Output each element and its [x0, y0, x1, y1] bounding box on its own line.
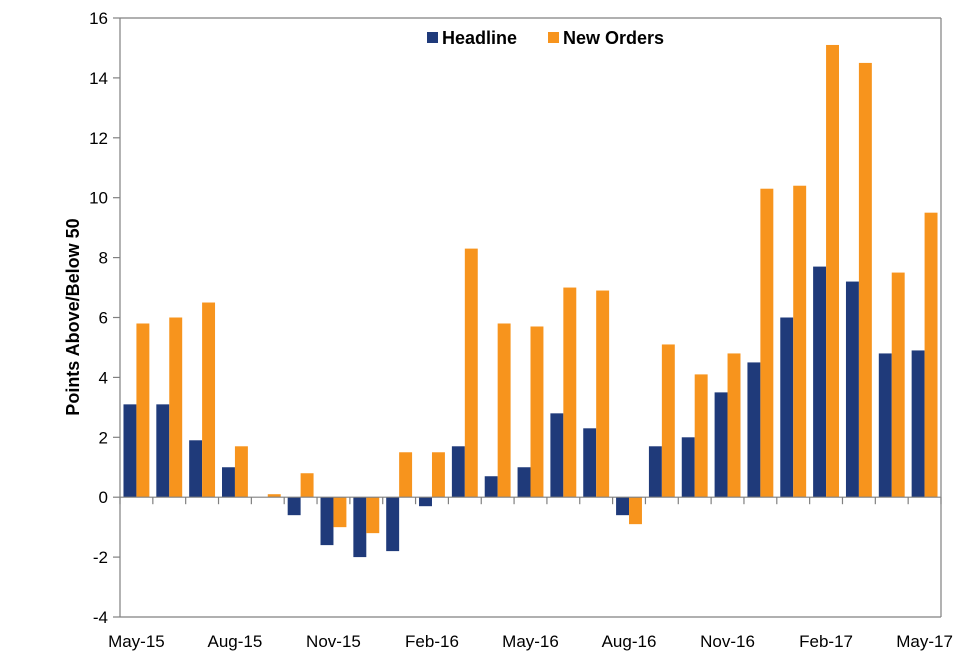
x-tick-label: Nov-15: [306, 632, 361, 651]
y-tick-label: -2: [93, 548, 108, 567]
y-tick-label: 6: [99, 309, 108, 328]
bar-headline-jun-16: [550, 413, 564, 498]
bar-new-orders-apr-17: [891, 272, 905, 498]
bar-new-orders-jul-16: [596, 290, 610, 498]
bar-headline-jan-17: [780, 317, 794, 498]
x-tick-label: May-15: [108, 632, 165, 651]
legend-label: New Orders: [563, 28, 664, 48]
bar-new-orders-sep-16: [661, 344, 675, 498]
x-tick-label: Aug-16: [602, 632, 657, 651]
x-ticks-group: May-15 Aug-15 Nov-15 Feb-16 May-16 Aug-16 Nov-…: [108, 632, 953, 651]
bar-headline-jan-16: [386, 497, 400, 552]
y-tick-label: 14: [89, 69, 108, 88]
y-tick-label: 0: [99, 488, 108, 507]
bar-new-orders-nov-16: [727, 353, 741, 498]
bar-headline-oct-16: [681, 437, 695, 498]
bar-headline-feb-16: [419, 497, 432, 507]
bar-new-orders-mar-17: [858, 62, 872, 498]
bar-headline-jul-16: [583, 428, 597, 498]
y-tick-label: 16: [89, 9, 108, 28]
y-tick-label: 12: [89, 129, 108, 148]
axes-group: [119, 17, 942, 618]
y-axis-label: Points Above/Below 50: [63, 218, 83, 415]
bar-headline-apr-16: [484, 476, 498, 498]
bar-new-orders-may-15: [136, 323, 150, 498]
bar-new-orders-mar-16: [464, 248, 478, 498]
bar-headline-jul-15: [189, 440, 203, 498]
legend-label: Headline: [442, 28, 517, 48]
bar-new-orders-jul-15: [202, 302, 216, 498]
bar-new-orders-jun-16: [563, 287, 577, 498]
bar-headline-oct-15: [287, 497, 301, 516]
bar-headline-aug-15: [222, 467, 235, 498]
bar-new-orders-may-16: [530, 326, 544, 498]
bar-headline-nov-15: [320, 497, 334, 546]
bar-new-orders-may-17: [924, 212, 938, 498]
bars-group: [123, 44, 938, 558]
y-tick-label: 2: [99, 428, 108, 447]
bar-headline-mar-17: [845, 281, 859, 498]
y-tick-label: 8: [99, 249, 108, 268]
bar-new-orders-jan-17: [793, 185, 807, 498]
bar-headline-jun-15: [156, 404, 170, 498]
bar-new-orders-oct-15: [300, 473, 314, 498]
legend: Headline New Orders: [427, 28, 664, 48]
bar-new-orders-nov-15: [333, 497, 347, 528]
bar-new-orders-apr-16: [497, 323, 511, 498]
bar-headline-nov-16: [714, 392, 728, 498]
bar-headline-aug-16: [616, 497, 630, 516]
x-tick-label: Feb-16: [405, 632, 459, 651]
bar-new-orders-aug-15: [234, 446, 248, 498]
bar-headline-may-16: [517, 467, 531, 498]
bar-headline-sep-16: [648, 446, 662, 498]
bar-new-orders-jun-15: [169, 317, 183, 498]
bar-headline-may-17: [911, 350, 925, 498]
bar-new-orders-aug-16: [629, 497, 642, 525]
x-tick-label: Nov-16: [700, 632, 755, 651]
legend-swatch: [427, 32, 438, 43]
y-tick-label: -4: [93, 608, 108, 627]
bar-headline-may-15: [123, 404, 137, 498]
bar-headline-dec-16: [747, 362, 761, 498]
bar-new-orders-feb-17: [826, 44, 839, 498]
x-tick-label: May-16: [502, 632, 559, 651]
bar-headline-dec-15: [353, 497, 367, 558]
bar-headline-apr-17: [878, 353, 892, 498]
bar-new-orders-oct-16: [694, 374, 708, 498]
x-tick-label: May-17: [896, 632, 953, 651]
x-tick-label: Aug-15: [208, 632, 263, 651]
legend-swatch: [548, 32, 559, 43]
y-tick-label: 10: [89, 189, 108, 208]
y-axis-label-group: Points Above/Below 50: [63, 218, 83, 415]
y-tick-label: 4: [99, 368, 108, 387]
bar-new-orders-jan-16: [399, 452, 413, 498]
x-tick-label: Feb-17: [799, 632, 853, 651]
bar-headline-mar-16: [451, 446, 465, 498]
bar-new-orders-dec-16: [760, 188, 774, 498]
bar-new-orders-feb-16: [431, 452, 445, 498]
bar-new-orders-sep-15: [267, 494, 281, 498]
bar-headline-feb-17: [813, 266, 827, 498]
bar-new-orders-dec-15: [366, 497, 380, 534]
y-ticks-group: -4 -2 0 2 4 6 8 10 12 14 16: [89, 9, 120, 627]
